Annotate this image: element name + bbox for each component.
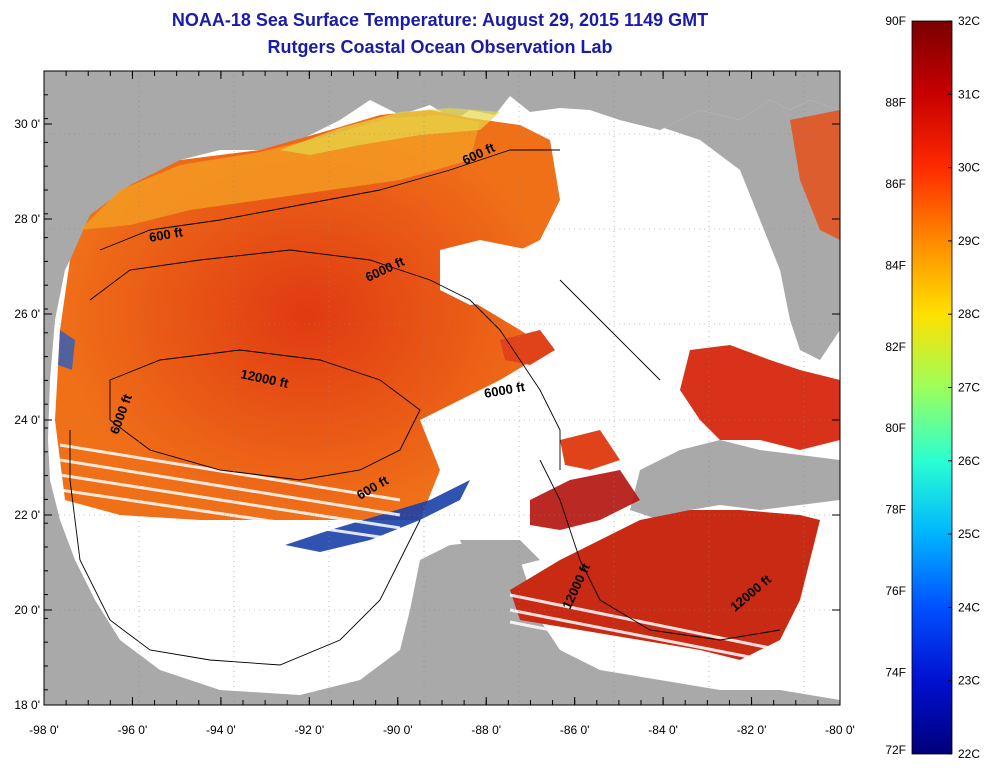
- lat-tick-label: 24 0': [14, 413, 40, 427]
- longitude-axis: -98 0' -96 0' -94 0' -92 0' -90 0' -88 0' -86 …: [29, 71, 855, 737]
- lat-tick-label: 30 0': [14, 117, 40, 131]
- map-subtitle: Rutgers Coastal Ocean Observation Lab: [267, 37, 613, 57]
- colorbar-f-label: 76F: [885, 584, 906, 598]
- lon-tick-label: -80 0': [825, 723, 855, 737]
- lon-tick-label: -94 0': [206, 723, 236, 737]
- colorbar-f-label: 82F: [885, 340, 906, 354]
- sst-coastal-band: [280, 108, 500, 155]
- sst-western-gulf-warm: [55, 110, 560, 520]
- lon-tick-label: -90 0': [383, 723, 413, 737]
- colorbar-c-label: 23C: [958, 674, 980, 688]
- colorbar-f-label: 86F: [885, 177, 906, 191]
- lon-tick-label: -98 0': [29, 723, 59, 737]
- colorbar-c-label: 22C: [958, 747, 980, 761]
- scan-gap-stripes-south: [509, 593, 781, 677]
- lat-tick-label: 18 0': [14, 698, 40, 712]
- colorbar-c-label: 31C: [958, 87, 980, 101]
- colorbar-f-label: 80F: [885, 421, 906, 435]
- sst-east-gulf-patch: [500, 330, 555, 365]
- colorbar-c-label: 32C: [958, 14, 980, 28]
- colorbar-f-label: 74F: [885, 666, 906, 680]
- sst-cool-patch-west: [58, 330, 75, 370]
- graticule: [44, 71, 840, 705]
- colorbar-f-label: 90F: [885, 14, 906, 28]
- lat-tick-label: 28 0': [14, 212, 40, 226]
- sst-caribbean: [510, 510, 820, 660]
- lon-tick-label: -92 0': [295, 723, 325, 737]
- colorbar-f-label: 72F: [885, 743, 906, 757]
- colorbar-f-label: 88F: [885, 95, 906, 109]
- land-yucatan: [460, 540, 540, 570]
- colorbar-c-label: 25C: [958, 527, 980, 541]
- land-cuba: [630, 440, 840, 520]
- sst-yucatan-channel: [530, 470, 640, 530]
- colorbar-c-label: 30C: [958, 161, 980, 175]
- sst-east-gulf-patch-2: [560, 430, 620, 470]
- sst-florida-straits: [680, 345, 840, 450]
- lon-tick-label: -84 0': [648, 723, 678, 737]
- contour-label: 6000 ft: [483, 379, 527, 401]
- lon-tick-label: -86 0': [560, 723, 590, 737]
- colorbar-celsius-labels: 32C 31C 30C 29C 28C 27C 26C 25C 24C 23C 22C: [948, 14, 980, 761]
- land-us-gulf-coast: [44, 71, 840, 520]
- lon-tick-label: -82 0': [737, 723, 767, 737]
- lat-tick-label: 26 0': [14, 307, 40, 321]
- sst-cool-patch-south: [285, 480, 470, 552]
- sst-northern-shelf: [80, 115, 480, 230]
- bathymetry-contours: [69, 149, 781, 666]
- colorbar-c-label: 24C: [958, 600, 980, 614]
- sst-atlantic-strip: [790, 110, 840, 240]
- colorbar-fahrenheit-labels: 90F 88F 86F 84F 82F 80F 78F 76F 74F 72F: [885, 14, 906, 757]
- contour-label: 600 ft: [148, 224, 185, 245]
- cloud-gap-central: [440, 240, 540, 305]
- land-mexico: [44, 520, 840, 705]
- lon-tick-label: -96 0': [118, 723, 148, 737]
- colorbar-f-label: 78F: [885, 503, 906, 517]
- latitude-axis: 30 0' 28 0' 26 0' 24 0' 22 0' 20 0' 18 0': [14, 70, 840, 712]
- colorbar-c-label: 26C: [958, 454, 980, 468]
- map-title: NOAA-18 Sea Surface Temperature: August …: [171, 10, 709, 30]
- lat-tick-label: 20 0': [14, 603, 40, 617]
- colorbar-f-label: 84F: [885, 258, 906, 272]
- land-florida: [590, 100, 840, 360]
- lon-tick-label: -88 0': [471, 723, 501, 737]
- colorbar: [911, 20, 953, 755]
- colorbar-c-label: 27C: [958, 381, 980, 395]
- lat-tick-label: 22 0': [14, 508, 40, 522]
- colorbar-c-label: 29C: [958, 234, 980, 248]
- colorbar-c-label: 28C: [958, 307, 980, 321]
